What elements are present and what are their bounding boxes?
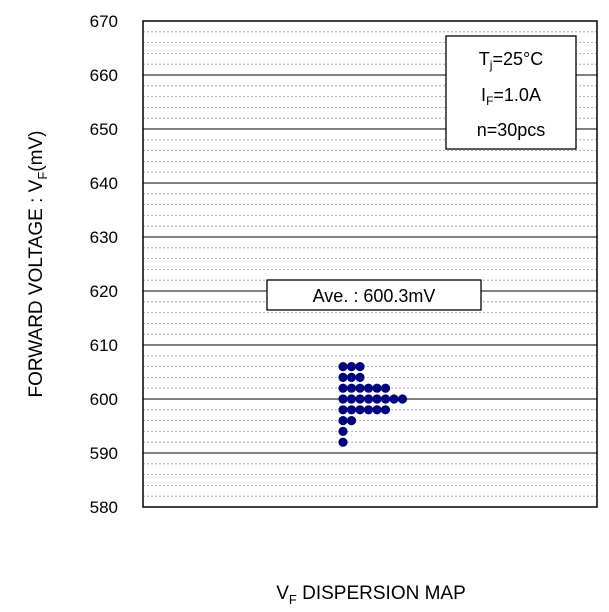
condition-temperature: Tj=25°C [479,49,543,72]
y-tick-label: 660 [90,66,118,85]
data-point [355,383,365,393]
data-point [355,405,365,415]
data-point [346,372,357,382]
data-point [372,383,382,393]
y-tick-label: 580 [90,498,118,517]
average-box: Ave. : 600.3mV [266,279,482,311]
y-tick-label: 640 [90,174,118,193]
conditions-box: Tj=25°C IF=1.0A n=30pcs [445,35,577,150]
y-tick-label: 620 [90,282,118,301]
y-tick-label: 630 [90,228,118,247]
data-point [389,394,399,404]
data-point [380,405,391,415]
data-point [338,426,348,436]
condition-sample-count: n=30pcs [477,120,546,140]
y-tick-label: 610 [90,336,118,355]
data-point [346,394,357,404]
data-point [346,362,357,372]
y-tick-labels: 580 590 600 610 620 630 640 650 660 670 [90,12,118,517]
data-point [338,394,348,404]
plot-area [142,20,598,508]
y-tick-label: 590 [90,444,118,463]
data-point [346,405,357,415]
data-point [380,383,391,393]
data-point [338,372,348,382]
y-axis-label: FORWARD VOLTAGE : VF(mV) [26,131,50,398]
y-tick-label: 670 [90,12,118,31]
y-tick-label: 650 [90,120,118,139]
average-label: Ave. : 600.3mV [313,286,436,306]
data-point [338,362,348,372]
x-axis-label: VF DISPERSION MAP [276,583,466,607]
data-point [338,383,348,393]
data-point [372,394,382,404]
data-point [346,383,357,393]
data-point [363,383,374,393]
data-point [380,394,391,404]
data-points [338,362,408,447]
data-point [355,362,365,372]
data-point [346,416,357,426]
data-point [355,372,365,382]
data-point [363,405,374,415]
grid-lines [143,31,597,497]
data-point [338,437,348,447]
data-point [372,405,382,415]
data-point [363,394,374,404]
data-point [338,405,348,415]
data-point [355,394,365,404]
condition-current: IF=1.0A [481,85,541,108]
y-tick-label: 600 [90,390,118,409]
data-point [397,394,408,404]
data-point [338,416,348,426]
